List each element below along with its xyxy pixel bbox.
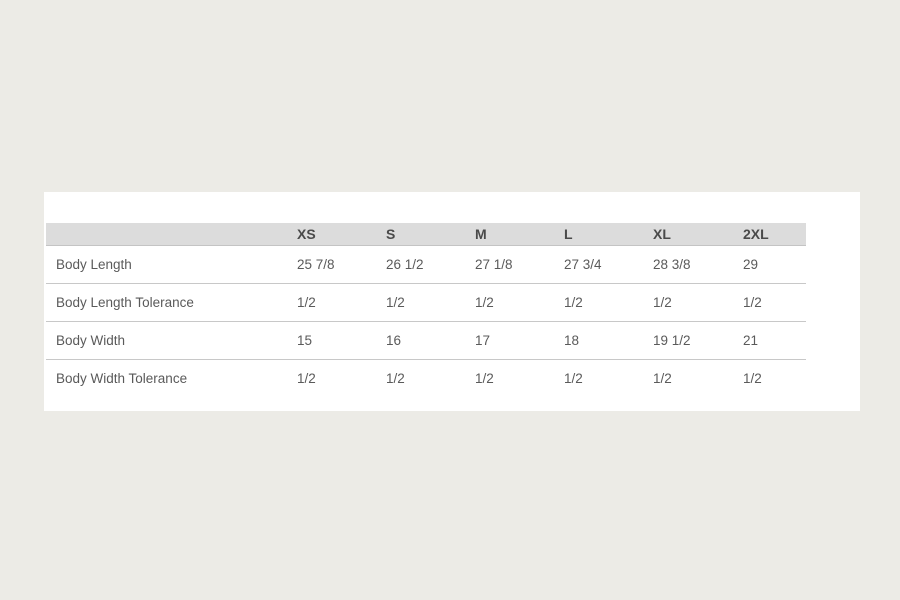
row-label: Body Width Tolerance xyxy=(56,371,188,386)
measurement-cell: 29 xyxy=(743,245,806,284)
measurement-cell: 26 1/2 xyxy=(386,245,475,284)
measurement-cell: 18 xyxy=(564,321,653,360)
measurement-cell: 15 xyxy=(297,321,386,360)
measurement-cell: 1/2 xyxy=(297,283,386,322)
measurement-cell: 21 xyxy=(743,321,806,360)
header-size-m: M xyxy=(475,223,564,246)
table-row: Body Length 25 7/8 26 1/2 27 1/8 27 3/4 28 3/… xyxy=(46,245,806,284)
table-row: Body Length Tolerance 1/2 1/2 1/2 1/2 1/2 1/2 xyxy=(46,283,806,322)
measurement-cell: 1/2 xyxy=(386,283,475,322)
measurement-cell: 1/2 xyxy=(475,371,494,386)
header-size-l: L xyxy=(564,223,653,246)
measurement-cell: 1/2 xyxy=(386,371,405,386)
measurement-cell: 1/2 xyxy=(743,283,806,322)
measurement-cell: 27 1/8 xyxy=(475,245,564,284)
measurement-cell: 17 xyxy=(475,321,564,360)
measurement-cell: 1/2 xyxy=(564,283,653,322)
table-row: Body Width 15 16 17 18 19 1/2 21 xyxy=(46,321,806,360)
header-size-xs: XS xyxy=(297,223,386,246)
size-chart-table: XS S M L XL 2XL Body Length 25 7/8 26 1/2 27 1/8… xyxy=(46,223,806,397)
size-chart-card: XS S M L XL 2XL Body Length 25 7/8 26 1/2 27 1/8… xyxy=(44,192,860,411)
header-size-xl: XL xyxy=(653,223,743,246)
header-label-cell xyxy=(46,223,297,246)
measurement-cell: 1/2 xyxy=(743,371,762,386)
header-size-2xl: 2XL xyxy=(743,223,806,246)
header-row: XS S M L XL 2XL xyxy=(46,223,806,246)
measurement-cell: 1/2 xyxy=(564,371,583,386)
measurement-cell: 16 xyxy=(386,321,475,360)
measurement-cell: 25 7/8 xyxy=(297,245,386,284)
measurement-cell: 1/2 xyxy=(297,371,316,386)
measurement-cell: 1/2 xyxy=(653,283,743,322)
table-row: Body Width Tolerance 1/2 1/2 1/2 1/2 1/2 1/2 xyxy=(46,360,806,398)
header-size-s: S xyxy=(386,223,475,246)
measurement-cell: 19 1/2 xyxy=(653,321,743,360)
row-label: Body Length Tolerance xyxy=(46,283,297,322)
row-label: Body Width xyxy=(46,321,297,360)
measurement-cell: 1/2 xyxy=(475,283,564,322)
measurement-cell: 1/2 xyxy=(653,371,672,386)
row-label: Body Length xyxy=(46,245,297,284)
measurement-cell: 27 3/4 xyxy=(564,245,653,284)
measurement-cell: 28 3/8 xyxy=(653,245,743,284)
